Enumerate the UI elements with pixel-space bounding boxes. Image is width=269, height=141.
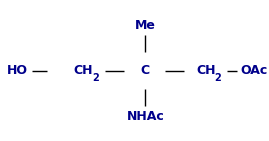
Text: NHAc: NHAc <box>126 110 164 123</box>
Text: HO: HO <box>7 64 28 77</box>
Text: Me: Me <box>135 19 156 32</box>
Text: OAc: OAc <box>240 64 268 77</box>
Text: 2: 2 <box>214 73 221 83</box>
Text: CH: CH <box>74 64 93 77</box>
Text: CH: CH <box>196 64 215 77</box>
Text: C: C <box>141 64 150 77</box>
Text: 2: 2 <box>92 73 99 83</box>
